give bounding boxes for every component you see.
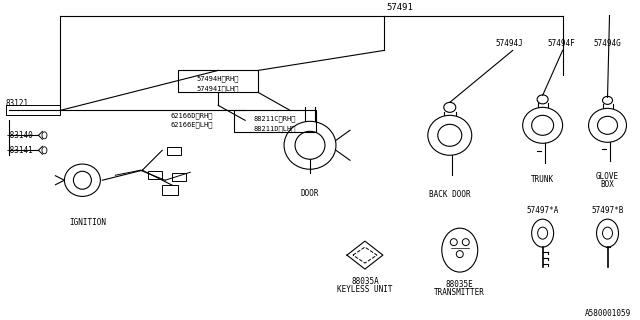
Text: BOX: BOX	[600, 180, 614, 189]
Text: KEYLESS UNIT: KEYLESS UNIT	[337, 285, 393, 294]
Bar	[167, 147, 181, 155]
Text: 88035A: 88035A	[351, 277, 379, 286]
Text: 62166E〈LH〉: 62166E〈LH〉	[170, 121, 212, 128]
Text: 57494I〈LH〉: 57494I〈LH〉	[197, 85, 239, 92]
Text: 57491: 57491	[387, 3, 414, 12]
Bar	[148, 171, 163, 179]
Bar	[172, 173, 186, 181]
Text: 83121: 83121	[6, 99, 29, 108]
Text: 57497*B: 57497*B	[591, 206, 624, 215]
Text: TRANSMITTER: TRANSMITTER	[435, 288, 485, 297]
Text: 88035E: 88035E	[446, 280, 474, 289]
Text: -83140: -83140	[6, 131, 33, 140]
Text: 57494J: 57494J	[496, 39, 524, 48]
Bar	[163, 185, 178, 195]
Text: 57497*A: 57497*A	[527, 206, 559, 215]
Text: 88211D〈LH〉: 88211D〈LH〉	[254, 125, 296, 132]
Text: BACK DOOR: BACK DOOR	[429, 190, 470, 199]
Text: DOOR: DOOR	[301, 189, 319, 198]
Text: 57494G: 57494G	[594, 39, 621, 48]
Text: A580001059: A580001059	[585, 309, 632, 318]
Text: 88211C〈RH〉: 88211C〈RH〉	[254, 115, 296, 122]
Text: -83141: -83141	[6, 146, 33, 155]
Text: 62166D〈RH〉: 62166D〈RH〉	[170, 112, 212, 119]
Text: 57494F: 57494F	[548, 39, 575, 48]
Text: GLOVE: GLOVE	[596, 172, 619, 181]
Text: TRUNK: TRUNK	[531, 175, 554, 184]
Text: IGNITION: IGNITION	[69, 218, 106, 227]
Text: 57494H〈RH〉: 57494H〈RH〉	[197, 75, 239, 82]
Bar	[6, 105, 60, 115]
